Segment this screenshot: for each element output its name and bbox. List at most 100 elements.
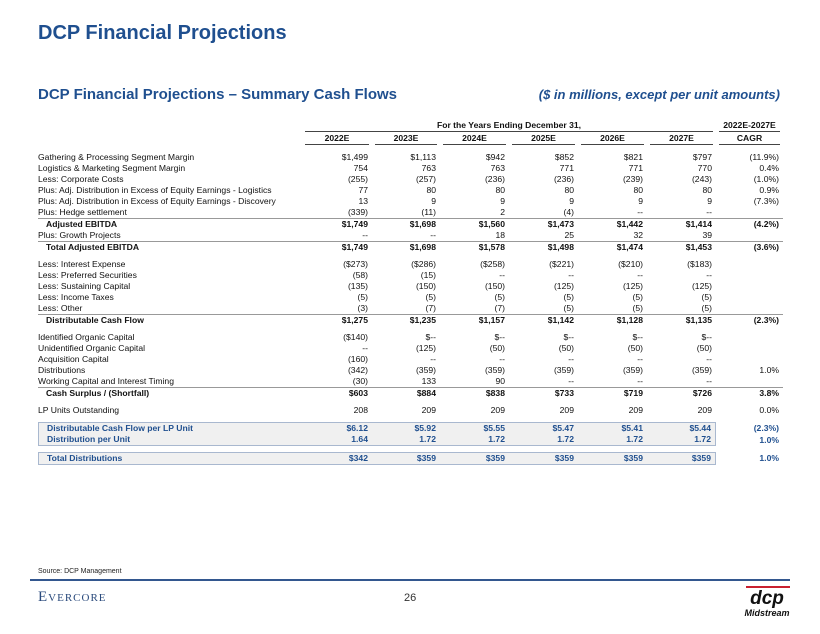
source-note: Source: DCP Management <box>38 568 122 575</box>
table-row: Gathering & Processing Segment Margin $1,… <box>38 152 783 163</box>
evercore-logo: EVERCORE <box>38 589 107 605</box>
row-label: Less: Sustaining Capital <box>38 281 131 291</box>
cell-2026e: $5.41 <box>578 422 647 434</box>
table-row: Distribution per Unit 1.64 1.72 1.72 1.72 1.7… <box>38 434 783 446</box>
cell-2027e: $-- <box>701 332 712 342</box>
row-label: Plus: Adj. Distribution in Excess of Equ… <box>38 196 276 206</box>
cell-2023e: $5.92 <box>372 422 440 434</box>
cell-2025e: (5) <box>563 292 574 302</box>
cell-2023e: (7) <box>425 303 436 313</box>
cell-cagr <box>716 354 783 365</box>
cell-2024e: 1.72 <box>440 434 509 446</box>
cell-2025e: ($221) <box>549 259 574 269</box>
cell-2026e: -- <box>637 376 643 386</box>
row-label: Working Capital and Interest Timing <box>38 376 174 386</box>
table-row: Working Capital and Interest Timing (30) 1… <box>38 376 783 387</box>
cell-2027e: $5.44 <box>647 422 716 434</box>
cell-2026e: 32 <box>633 230 643 240</box>
cell-2026e: -- <box>637 207 643 217</box>
row-label: Distributable Cash Flow <box>38 314 302 326</box>
cell-2024e: (50) <box>489 343 505 353</box>
cell-2027e: $1,135 <box>647 314 716 326</box>
cell-2026e: $1,442 <box>578 218 647 230</box>
cell-2024e: $1,157 <box>440 314 509 326</box>
row-label: Plus: Adj. Distribution in Excess of Equ… <box>38 185 272 195</box>
table-row: Distributable Cash Flow $1,275 $1,235 $1,15… <box>38 314 783 326</box>
cell-2025e: 9 <box>569 196 574 206</box>
cell-2024e: 18 <box>495 230 505 240</box>
svg-text:Midstream: Midstream <box>744 608 789 618</box>
cell-2024e: -- <box>499 270 505 280</box>
table-row: LP Units Outstanding 208 209 209 209 209 209 0.… <box>38 405 783 416</box>
cell-2023e: (11) <box>421 207 436 217</box>
cell-cagr: (2.3%) <box>716 314 783 326</box>
cell-cagr: 3.8% <box>716 387 783 399</box>
cell-2022e: ($273) <box>343 259 368 269</box>
cell-2022e: $6.12 <box>302 422 372 434</box>
table-row: Less: Preferred Securities (58) (15) -- -- --… <box>38 270 783 281</box>
dcp-midstream-logo: dcp Midstream <box>744 586 790 618</box>
cell-2023e: (125) <box>415 343 436 353</box>
cell-2022e: $603 <box>302 387 372 399</box>
row-label: Unidentified Organic Capital <box>38 343 146 353</box>
column-header-2026e: 2026E <box>581 133 644 145</box>
cell-2022e: -- <box>362 343 368 353</box>
units-note: ($ in millions, except per unit amounts) <box>538 87 780 102</box>
cell-2026e: 771 <box>628 163 643 173</box>
cell-2027e: ($183) <box>687 259 712 269</box>
row-label: Plus: Hedge settlement <box>38 207 127 217</box>
table-row: Adjusted EBITDA $1,749 $1,698 $1,560 $1,473 $… <box>38 218 783 230</box>
cell-2025e: (4) <box>563 207 574 217</box>
table-row: Identified Organic Capital ($140) $-- $-- $-… <box>38 332 783 343</box>
cell-2026e: 1.72 <box>578 434 647 446</box>
cell-2023e: $1,698 <box>372 218 440 230</box>
cell-2026e: ($210) <box>618 259 643 269</box>
period-header: For the Years Ending December 31, <box>305 120 713 132</box>
column-header-2023e: 2023E <box>375 133 437 145</box>
cell-2023e: $1,235 <box>372 314 440 326</box>
cell-2024e: $942 <box>485 152 505 162</box>
table-row: Less: Other (3) (7) (7) (5) (5) (5) <box>38 303 783 314</box>
cell-2027e: 1.72 <box>647 434 716 446</box>
cell-2025e: -- <box>568 376 574 386</box>
cell-2022e: $342 <box>302 452 372 465</box>
cell-2022e: $1,499 <box>341 152 368 162</box>
cell-cagr: 1.0% <box>759 453 779 463</box>
cell-2027e: -- <box>706 270 712 280</box>
cell-2022e: 208 <box>353 405 368 415</box>
cell-cagr: 0.9% <box>759 185 779 195</box>
cell-2023e: (15) <box>420 270 436 280</box>
cell-cagr <box>716 281 783 292</box>
cell-cagr <box>716 292 783 303</box>
cell-cagr: (1.0%) <box>753 174 779 184</box>
cell-2022e: ($140) <box>343 332 368 342</box>
row-label: Distributable Cash Flow per LP Unit <box>38 422 302 434</box>
cell-2023e: $-- <box>425 332 436 342</box>
table-row: Plus: Growth Projects -- -- 18 25 32 39 <box>38 230 783 241</box>
cell-2026e: -- <box>637 354 643 364</box>
cell-2022e: $1,749 <box>302 241 372 253</box>
cell-2025e: 771 <box>559 163 574 173</box>
cell-2022e: (5) <box>357 292 368 302</box>
cell-2023e: $359 <box>372 452 440 465</box>
cell-2024e: $1,578 <box>440 241 509 253</box>
cell-2022e: (160) <box>347 354 368 364</box>
page-number: 26 <box>404 592 417 604</box>
cell-2023e: (150) <box>415 281 436 291</box>
row-label: Total Distributions <box>38 452 302 465</box>
cell-2027e: $726 <box>647 387 716 399</box>
cell-2027e: (50) <box>696 343 712 353</box>
cell-2027e: -- <box>706 354 712 364</box>
cell-2022e: 1.64 <box>302 434 372 446</box>
row-label: Total Adjusted EBITDA <box>38 241 302 253</box>
row-label: Distribution per Unit <box>38 434 302 446</box>
cell-2024e: (5) <box>494 292 505 302</box>
cell-2027e: (359) <box>691 365 712 375</box>
cell-2025e: (5) <box>563 303 574 313</box>
cell-2027e: 39 <box>702 230 712 240</box>
cell-2027e: 770 <box>697 163 712 173</box>
row-label: LP Units Outstanding <box>38 405 120 415</box>
cell-2022e: (30) <box>352 376 368 386</box>
cell-2026e: $1,128 <box>578 314 647 326</box>
cell-2022e: (135) <box>347 281 368 291</box>
